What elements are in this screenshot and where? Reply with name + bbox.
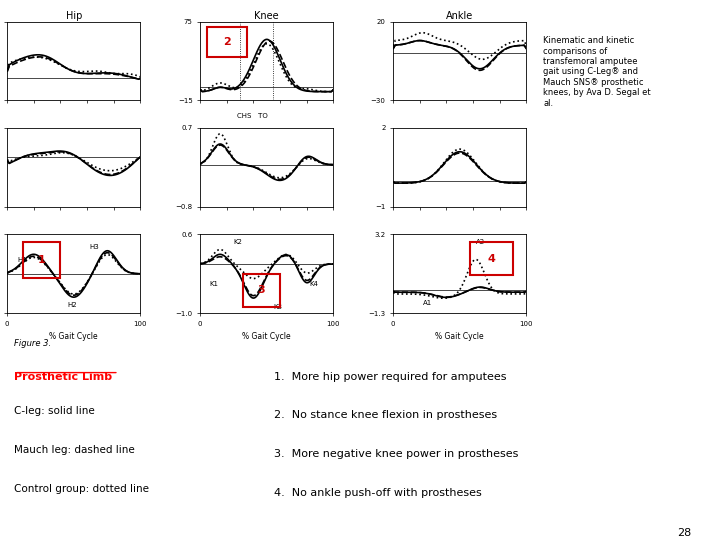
Text: 4.  No ankle push-off with prostheses: 4. No ankle push-off with prostheses: [274, 488, 482, 498]
Text: Kinematic and kinetic
comparisons of
transfemoral amputee
gait using C-Leg® and
: Kinematic and kinetic comparisons of tra…: [544, 36, 651, 107]
Text: 3.  More negative knee power in prostheses: 3. More negative knee power in prosthese…: [274, 449, 518, 460]
Text: K4: K4: [310, 281, 318, 287]
X-axis label: % Gait Cycle: % Gait Cycle: [243, 333, 291, 341]
Title: Hip: Hip: [66, 11, 82, 21]
Text: H2: H2: [67, 302, 77, 308]
X-axis label: % Gait Cycle: % Gait Cycle: [436, 333, 484, 341]
Text: H3: H3: [90, 244, 99, 249]
Text: 1.  More hip power required for amputees: 1. More hip power required for amputees: [274, 372, 506, 382]
Text: K1: K1: [210, 281, 219, 287]
Text: H1: H1: [18, 257, 27, 263]
Text: A1: A1: [423, 300, 432, 306]
Text: Figure 3.: Figure 3.: [14, 339, 52, 348]
Text: 2: 2: [223, 37, 230, 47]
Text: 1: 1: [38, 255, 45, 265]
Title: Knee: Knee: [254, 11, 279, 21]
Text: 28: 28: [677, 528, 691, 538]
Text: K2: K2: [233, 239, 243, 245]
Text: 2.  No stance knee flexion in prostheses: 2. No stance knee flexion in prostheses: [274, 410, 497, 421]
Text: 3: 3: [258, 285, 265, 295]
Text: Prosthetic Limb: Prosthetic Limb: [14, 372, 112, 382]
Text: K3: K3: [274, 304, 282, 310]
Title: Ankle: Ankle: [446, 11, 474, 21]
X-axis label: % Gait Cycle: % Gait Cycle: [50, 333, 98, 341]
Text: CHS   TO: CHS TO: [238, 113, 269, 119]
Text: C-leg: solid line: C-leg: solid line: [14, 406, 95, 416]
Text: A2: A2: [476, 239, 485, 245]
Text: Control group: dotted line: Control group: dotted line: [14, 484, 150, 494]
Text: 4: 4: [487, 254, 495, 264]
Text: Mauch leg: dashed line: Mauch leg: dashed line: [14, 445, 135, 455]
